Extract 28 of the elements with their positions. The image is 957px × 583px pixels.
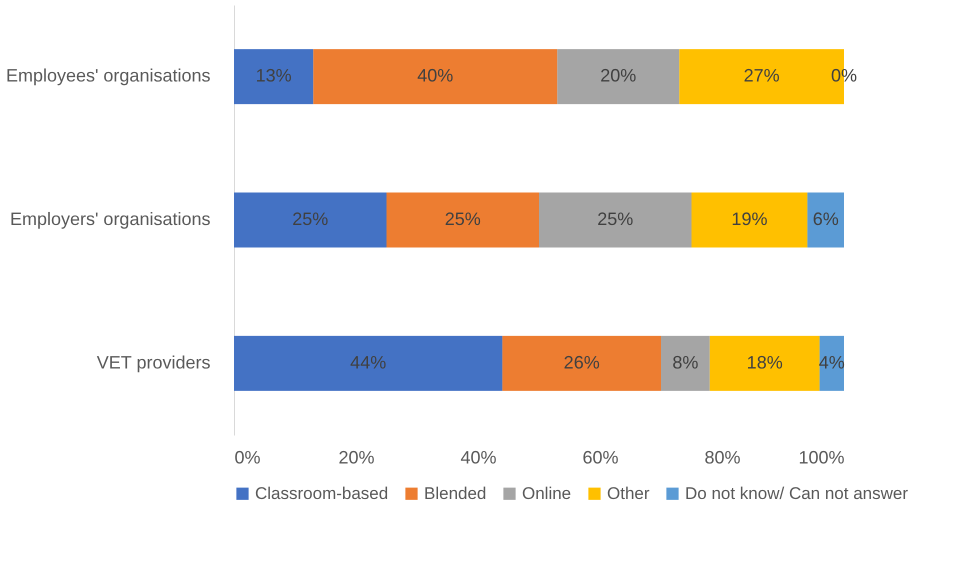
data-label: 25% xyxy=(597,209,634,229)
legend-label: Blended xyxy=(424,484,486,503)
data-label: 25% xyxy=(444,209,481,229)
x-tick-label: 80% xyxy=(704,448,741,468)
x-tick-label: 0% xyxy=(234,448,261,468)
y-tick-label: Employees' organisations xyxy=(6,66,210,86)
data-label: 8% xyxy=(672,352,698,372)
x-tick-label: 60% xyxy=(582,448,619,468)
legend-label: Online xyxy=(522,484,572,503)
data-label: 40% xyxy=(417,66,454,86)
data-label: 13% xyxy=(256,66,292,86)
legend-label: Do not know/ Can not answer xyxy=(685,484,908,503)
data-label: 6% xyxy=(812,209,839,229)
data-label: 27% xyxy=(744,66,780,86)
y-tick-label: VET providers xyxy=(96,352,210,372)
data-label: 20% xyxy=(600,66,636,86)
legend-label: Classroom-based xyxy=(255,484,388,503)
data-label: 19% xyxy=(731,209,768,229)
x-tick-label: 100% xyxy=(798,448,844,468)
data-label: 26% xyxy=(564,352,600,372)
x-tick-label: 20% xyxy=(338,448,375,468)
y-tick-label: Employers' organisations xyxy=(10,209,210,229)
legend-label: Other xyxy=(607,484,650,503)
data-label: 44% xyxy=(350,352,386,372)
data-label: 0% xyxy=(830,66,858,86)
data-label: 18% xyxy=(746,352,783,372)
data-label: 25% xyxy=(292,209,328,229)
x-tick-label: 40% xyxy=(460,448,497,468)
